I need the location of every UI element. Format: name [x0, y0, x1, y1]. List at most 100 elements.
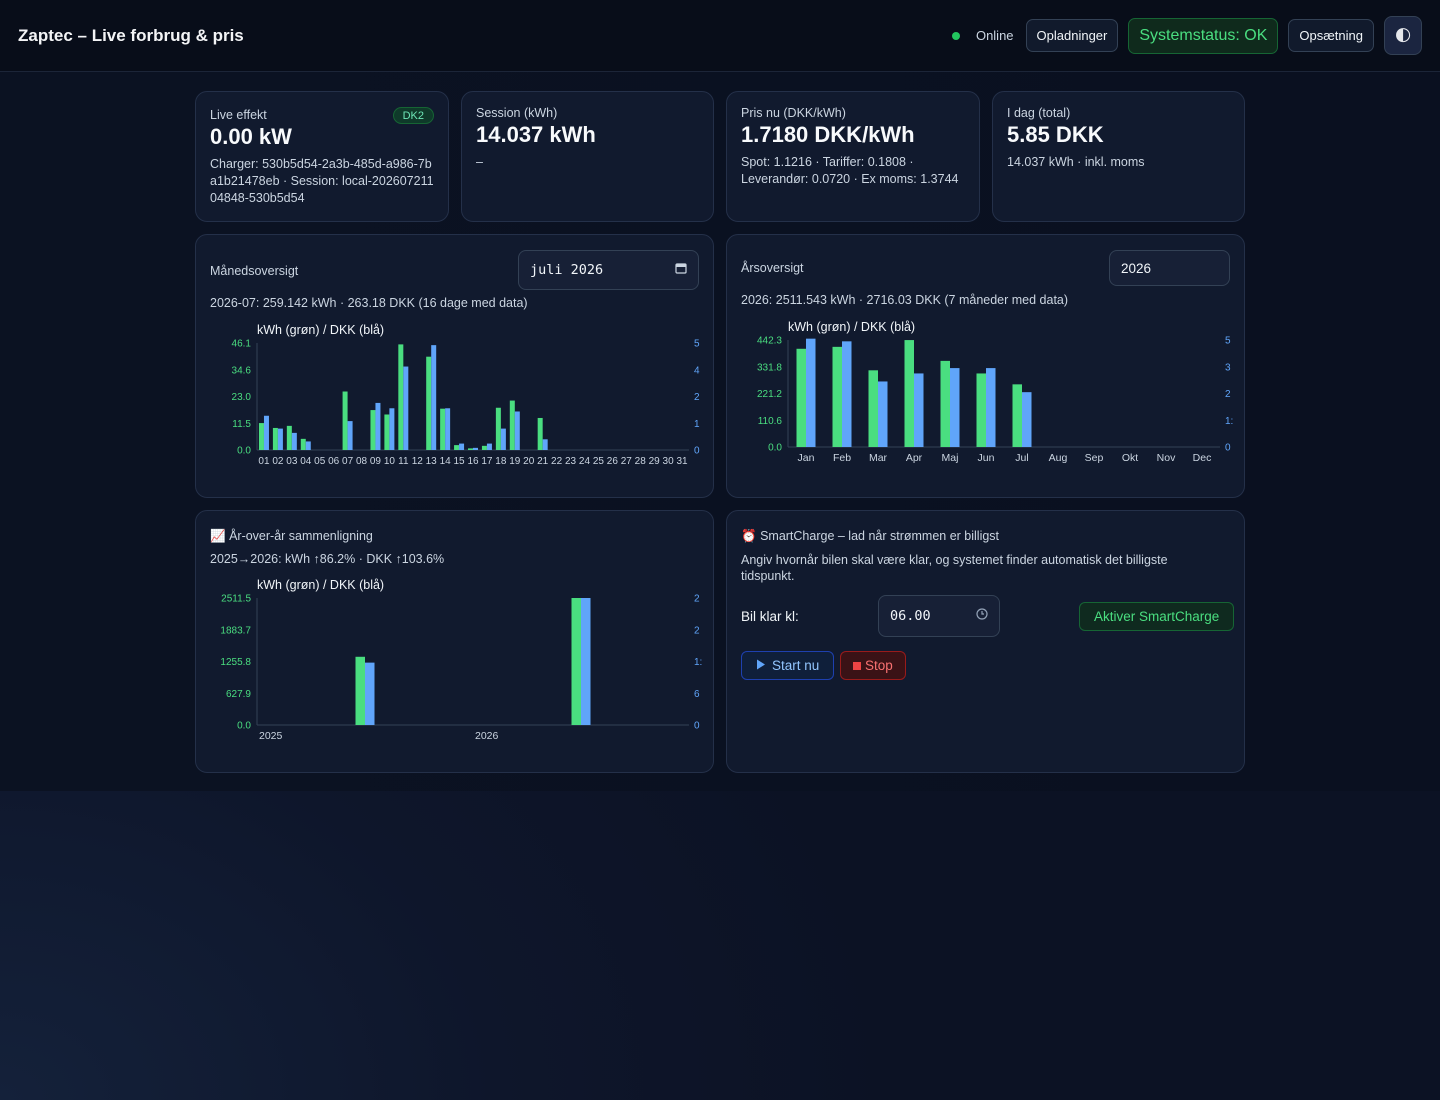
live-power-card: Live effekt DK2 0.00 kW Charger: 530b5d5… — [195, 91, 449, 222]
chart-title: kWh (grøn) / DKK (blå) — [257, 323, 384, 337]
session-card: Session (kWh) 14.037 kWh – — [461, 91, 714, 222]
x-tick-label: 13 — [426, 456, 438, 467]
left-tick-label: 442.3 — [757, 336, 782, 347]
bar-dkk — [305, 441, 311, 450]
left-tick-label: 34.6 — [232, 365, 252, 376]
left-tick-label: 11.5 — [232, 419, 251, 430]
today-label: I dag (total) — [1007, 106, 1071, 120]
bar-dkk — [291, 432, 297, 450]
session-details: – — [476, 155, 483, 169]
bar-kwh — [796, 348, 806, 447]
x-tick-label: Mar — [869, 452, 888, 464]
ready-time-label: Bil klar kl: — [741, 609, 799, 624]
bar-kwh — [258, 423, 264, 450]
yoy-summary: 2025→2026: kWh ↑86.2% · DKK ↑103.6% — [210, 552, 445, 566]
bar-kwh — [509, 400, 515, 450]
bar-kwh — [481, 445, 487, 450]
monthly-title: Månedsoversigt — [210, 264, 299, 278]
calendar-icon — [675, 261, 687, 279]
x-tick-label: 30 — [663, 456, 675, 467]
bar-dkk — [1022, 392, 1032, 447]
smartcharge-card: ⏰ SmartCharge – lad når strømmen er bill… — [726, 510, 1245, 773]
charges-button[interactable]: Opladninger — [1025, 19, 1119, 52]
yoy-chart: kWh (grøn) / DKK (blå) 0.0 627.9 1255.8 1883… — [220, 578, 702, 742]
x-tick-label: Jun — [978, 452, 995, 464]
year-over-year-card: 📈 År-over-år sammenligning 2025→2026: kW… — [195, 510, 714, 773]
right-tick-label: 0 — [694, 721, 700, 732]
x-tick-label: 19 — [509, 456, 521, 467]
left-tick-label: 0.0 — [237, 446, 251, 457]
yearly-overview-card: Årsoversigt 2026 2026: 2511.543 kWh · 27… — [726, 234, 1245, 498]
yoy-heading: 📈 År-over-år sammenligning — [210, 529, 373, 544]
activate-smartcharge-button[interactable]: Aktiver SmartCharge — [1079, 602, 1235, 631]
bar-kwh — [440, 408, 446, 450]
stop-button[interactable]: Stop — [840, 651, 906, 680]
setup-button[interactable]: Opsætning — [1288, 19, 1374, 52]
bar-dkk — [514, 411, 520, 450]
online-label: Online — [975, 28, 1014, 43]
x-tick-label: 28 — [635, 456, 647, 467]
x-tick-label: 10 — [384, 456, 396, 467]
right-tick-label: 2 — [694, 594, 700, 605]
bar-dkk — [473, 447, 478, 450]
theme-toggle-button[interactable]: 🌓 — [1384, 16, 1422, 55]
right-tick-label: 2 — [694, 625, 700, 636]
year-input-value: 2026 — [1121, 260, 1152, 276]
bar-kwh — [537, 417, 543, 450]
bar-dkk — [389, 408, 395, 450]
left-tick-label: 221.2 — [757, 389, 782, 400]
price-value: 1.7180 DKK/kWh — [741, 122, 915, 147]
bar-dkk — [878, 381, 888, 447]
start-now-label: Start nu — [772, 658, 820, 673]
x-tick-label: 18 — [495, 456, 507, 467]
start-now-button[interactable]: Start nu — [741, 651, 835, 680]
right-tick-label: 4 — [694, 365, 700, 376]
clock-icon — [976, 607, 988, 625]
online-status-dot — [951, 31, 960, 40]
left-tick-label: 627.9 — [226, 689, 251, 700]
bar-kwh — [468, 448, 473, 450]
left-tick-label: 46.1 — [232, 339, 252, 350]
x-tick-label: 21 — [537, 456, 549, 467]
x-tick-label: 26 — [607, 456, 619, 467]
bar-kwh — [976, 373, 986, 447]
x-tick-label: Okt — [1122, 452, 1138, 464]
bar-kwh — [272, 427, 278, 450]
right-tick-label: 2 — [694, 392, 700, 403]
x-tick-label: Dec — [1193, 452, 1212, 464]
bar-kwh — [571, 598, 581, 725]
x-tick-label: 15 — [454, 456, 466, 467]
x-tick-label: 25 — [593, 456, 605, 467]
x-tick-label: Apr — [906, 452, 923, 464]
bar-dkk — [914, 373, 924, 447]
x-tick-label: Sep — [1085, 452, 1104, 464]
bar-kwh — [342, 391, 348, 450]
x-tick-label: 07 — [342, 456, 354, 467]
bar-kwh — [1012, 384, 1022, 447]
x-tick-label: Jul — [1015, 452, 1028, 464]
x-tick-label: 16 — [467, 456, 479, 467]
year-input[interactable]: 2026 — [1109, 250, 1230, 286]
x-tick-label: 20 — [523, 456, 535, 467]
chart-title: kWh (grøn) / DKK (blå) — [788, 320, 915, 334]
half-moon-icon: 🌓 — [1394, 27, 1412, 45]
x-tick-label: 17 — [481, 456, 493, 467]
x-tick-label: 12 — [412, 456, 424, 467]
x-tick-label: 27 — [621, 456, 633, 467]
right-tick-label: 2 — [1225, 389, 1231, 400]
bar-dkk — [486, 443, 492, 450]
left-tick-label: 110.6 — [758, 416, 783, 427]
ready-time-input[interactable]: 06.00 — [878, 595, 1000, 637]
system-status-badge[interactable]: Systemstatus: OK — [1128, 17, 1279, 54]
x-tick-label: 02 — [272, 456, 284, 467]
x-tick-label: 31 — [676, 456, 688, 467]
live-power-value: 0.00 kW — [210, 124, 292, 149]
bar-dkk — [445, 408, 451, 450]
smartcharge-heading: ⏰ SmartCharge – lad når strømmen er bill… — [741, 529, 999, 544]
left-tick-label: 1255.8 — [220, 657, 251, 668]
session-label: Session (kWh) — [476, 106, 558, 120]
month-picker[interactable]: juli 2026 — [518, 250, 699, 290]
bar-dkk — [986, 368, 996, 447]
ready-time-value: 06.00 — [890, 608, 931, 624]
bar-dkk — [431, 345, 437, 450]
